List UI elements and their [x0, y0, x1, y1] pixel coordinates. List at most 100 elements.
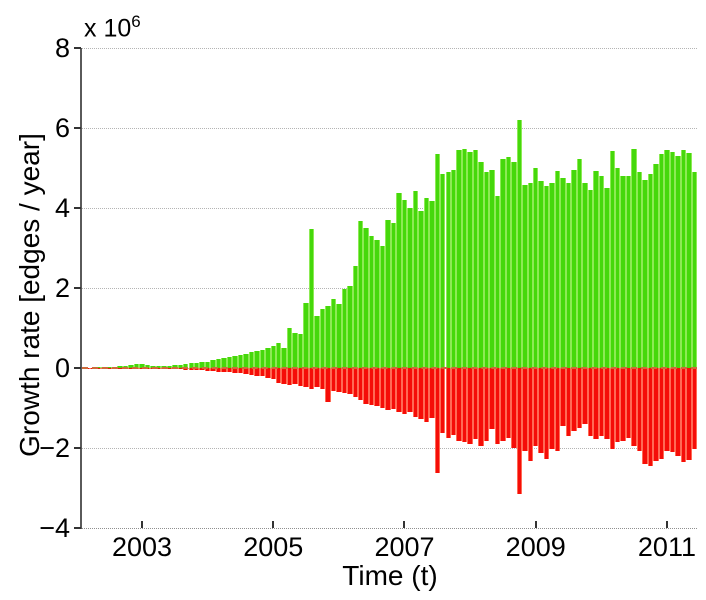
y-tick-label: 4: [54, 193, 70, 223]
bar-positive: [631, 148, 637, 368]
bar-positive: [549, 182, 555, 368]
bar-negative: [396, 368, 402, 412]
bar-negative: [434, 368, 441, 474]
bar-positive: [489, 169, 495, 368]
bar-negative: [467, 368, 473, 445]
scale-exponent-text: 6: [131, 12, 141, 31]
bar-negative: [565, 368, 572, 436]
bar-positive: [582, 182, 588, 368]
bar-positive: [675, 156, 681, 368]
bar-positive: [472, 150, 479, 368]
bar-negative: [675, 368, 681, 456]
bar-positive: [686, 152, 692, 368]
bar-negative: [625, 368, 632, 438]
bar-positive: [456, 150, 462, 368]
bar-negative: [341, 368, 348, 393]
bar-negative: [527, 368, 533, 462]
bar-negative: [385, 368, 391, 411]
bar-positive: [259, 349, 266, 368]
bar-negative: [538, 368, 544, 454]
bar-negative: [193, 368, 200, 370]
bar-negative: [199, 368, 205, 371]
bar-positive: [221, 358, 227, 368]
bar-positive: [604, 188, 610, 368]
bar-negative: [259, 368, 266, 377]
bar-positive: [308, 229, 315, 368]
y-axis-scale-label: x 106: [84, 12, 141, 43]
bar-positive: [237, 354, 244, 368]
bar-positive: [669, 152, 676, 368]
x-tick: [141, 521, 144, 528]
bar-negative: [494, 368, 501, 444]
bar-positive: [429, 200, 435, 368]
plot-area: [82, 48, 697, 529]
bar-positive: [642, 180, 648, 368]
bar-negative: [642, 368, 648, 465]
bar-negative: [609, 368, 615, 450]
bar-positive: [658, 154, 665, 368]
bar-positive: [522, 184, 528, 368]
bar-negative: [412, 368, 419, 417]
bar-negative: [686, 368, 692, 460]
bar-positive: [664, 150, 670, 368]
x-tick: [403, 521, 406, 528]
bar-positive: [494, 196, 501, 368]
bar-negative: [615, 368, 621, 443]
y-tick-label: 0: [54, 353, 70, 383]
bar-positive: [396, 192, 402, 368]
x-tick: [665, 521, 668, 528]
bar-positive: [172, 365, 178, 368]
bar-positive: [423, 198, 430, 368]
bar-positive: [620, 176, 626, 368]
bar-negative: [188, 368, 194, 370]
bar-positive: [286, 328, 293, 368]
bar-positive: [478, 162, 484, 368]
bar-negative: [511, 368, 517, 448]
bar-positive: [166, 365, 173, 368]
bar-positive: [680, 150, 687, 368]
bar-negative: [522, 368, 528, 452]
bar-positive: [275, 342, 282, 368]
x-tick-label: 2009: [505, 532, 566, 562]
bar-negative: [347, 368, 353, 394]
bar-positive: [325, 306, 331, 368]
bar-positive: [445, 172, 451, 368]
bar-negative: [571, 368, 577, 431]
bar-positive: [543, 185, 550, 368]
bar-negative: [292, 368, 298, 384]
bar-positive: [532, 167, 539, 368]
bar-positive: [598, 176, 605, 368]
bar-positive: [576, 159, 583, 368]
bar-positive: [303, 303, 309, 368]
bar-positive: [243, 353, 249, 368]
bar-negative: [325, 368, 331, 403]
bar-positive: [254, 350, 260, 368]
bar-positive: [144, 364, 151, 368]
bar-positive: [232, 356, 238, 368]
bar-positive: [385, 220, 391, 368]
y-tick-label: −2: [39, 433, 70, 463]
bar-positive: [467, 152, 473, 368]
bar-positive: [139, 364, 145, 368]
bar-negative: [204, 368, 211, 371]
bar-positive: [440, 174, 446, 368]
bar-positive: [587, 189, 594, 368]
bar-negative: [500, 368, 506, 441]
y-tick: [74, 447, 81, 449]
y-tick: [74, 287, 81, 289]
bar-positive: [265, 348, 271, 368]
bar-negative: [308, 368, 315, 389]
bar-negative: [669, 368, 676, 452]
bar-negative: [336, 368, 342, 392]
bar-negative: [554, 368, 561, 452]
bar-negative: [330, 368, 337, 392]
bar-negative: [593, 368, 599, 439]
bar-negative: [505, 368, 512, 438]
bar-positive: [418, 211, 424, 368]
bar-positive: [407, 208, 413, 368]
bar-negative: [286, 368, 293, 385]
y-tick: [74, 127, 81, 129]
bar-positive: [248, 352, 255, 368]
y-tick-label: 6: [54, 113, 70, 143]
